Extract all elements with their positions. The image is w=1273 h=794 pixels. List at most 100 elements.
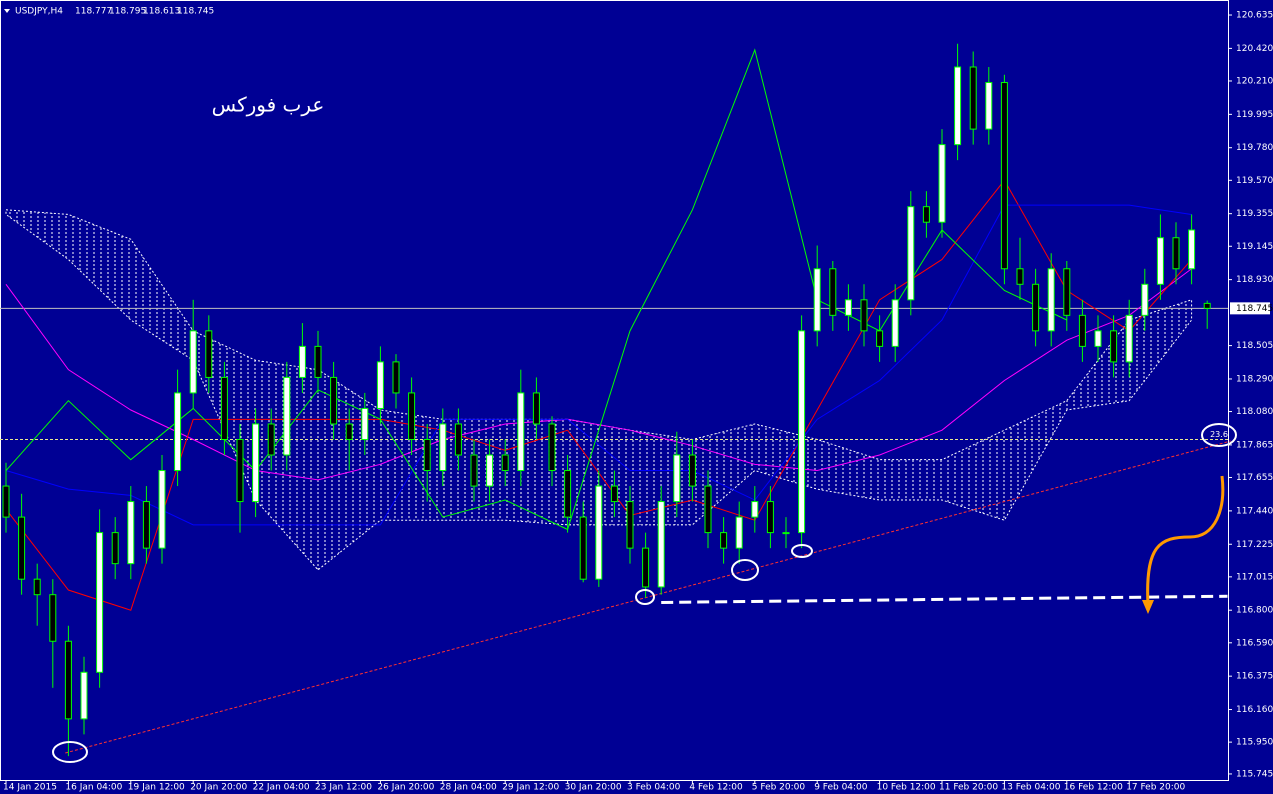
y-tick-label: 119.145 bbox=[1236, 242, 1273, 252]
candle-body bbox=[64, 640, 72, 720]
candle-body bbox=[657, 501, 665, 588]
candle-body bbox=[220, 376, 228, 440]
candle-body bbox=[844, 299, 852, 316]
candle-body bbox=[1172, 237, 1180, 270]
candle-body bbox=[267, 423, 275, 456]
candle-body bbox=[142, 501, 150, 549]
low-circle bbox=[635, 589, 655, 605]
x-tick-label: 26 Jan 20:00 bbox=[377, 783, 434, 793]
candle-body bbox=[345, 423, 353, 440]
candle-body bbox=[423, 438, 431, 472]
candle-body bbox=[829, 268, 837, 316]
candle-body bbox=[969, 66, 977, 130]
candle-body bbox=[252, 423, 260, 503]
candle-body bbox=[891, 299, 899, 347]
candle-body bbox=[2, 485, 10, 518]
candle-body bbox=[376, 361, 384, 409]
x-tick-label: 5 Feb 20:00 bbox=[752, 783, 806, 793]
y-tick-label: 118.505 bbox=[1236, 341, 1273, 351]
candle-body bbox=[954, 66, 962, 146]
x-tick-label: 20 Jan 20:00 bbox=[190, 783, 247, 793]
low-circle bbox=[731, 559, 759, 581]
candle-body bbox=[127, 501, 135, 565]
candle-body bbox=[720, 532, 728, 549]
quote-high: 118.795 bbox=[109, 7, 146, 17]
x-tick-label: 3 Feb 04:00 bbox=[627, 783, 681, 793]
candle-body bbox=[486, 454, 494, 487]
symbol-title: USDJPY,H4 bbox=[15, 7, 63, 17]
y-tick-label: 117.440 bbox=[1236, 506, 1273, 516]
candle-body bbox=[798, 330, 806, 534]
y-tick-label: 118.290 bbox=[1236, 374, 1273, 384]
candle-body bbox=[938, 144, 946, 223]
indicator-line bbox=[5, 48, 1068, 531]
y-tick-label: 119.780 bbox=[1236, 143, 1273, 153]
y-tick-label: 116.800 bbox=[1236, 606, 1273, 616]
candle-body bbox=[673, 454, 681, 503]
forecast-arrowhead bbox=[1142, 600, 1154, 614]
x-tick-label: 13 Feb 04:00 bbox=[1001, 783, 1060, 793]
annotation: عرب فوركس bbox=[212, 93, 325, 117]
last-price-label: 118.745 bbox=[1236, 304, 1273, 314]
x-tick-label: 4 Feb 12:00 bbox=[689, 783, 743, 793]
candle-body bbox=[813, 268, 821, 332]
candle-body bbox=[704, 485, 712, 534]
candle-body bbox=[236, 438, 244, 503]
candle-body bbox=[1203, 302, 1211, 309]
y-tick-label: 120.210 bbox=[1236, 76, 1273, 86]
candle-body bbox=[454, 423, 462, 456]
candle-body bbox=[392, 361, 400, 394]
candle-body bbox=[579, 516, 587, 580]
candle-body bbox=[766, 501, 774, 534]
candle-body bbox=[1094, 330, 1102, 347]
candle-body bbox=[1110, 330, 1118, 363]
candle-body bbox=[922, 206, 930, 223]
x-tick-label: 9 Feb 04:00 bbox=[814, 783, 868, 793]
candle-body bbox=[782, 532, 790, 535]
x-tick-label: 16 Feb 12:00 bbox=[1064, 783, 1123, 793]
quote-open: 118.777 bbox=[75, 7, 112, 17]
candle-body bbox=[158, 470, 166, 549]
candle-body bbox=[408, 392, 416, 440]
indicator-line bbox=[5, 268, 1192, 481]
candle-body bbox=[1188, 229, 1196, 270]
target-circle bbox=[1201, 423, 1237, 447]
y-tick-label: 117.225 bbox=[1236, 540, 1273, 550]
candle-body bbox=[470, 454, 478, 487]
candle-body bbox=[111, 532, 119, 565]
x-tick-label: 10 Feb 12:00 bbox=[877, 783, 936, 793]
ichimoku-cloud bbox=[5, 209, 1193, 571]
candle-body bbox=[735, 516, 743, 549]
candle-body bbox=[1156, 237, 1164, 285]
last-price-box bbox=[1230, 302, 1270, 315]
candle-body bbox=[1032, 283, 1040, 332]
candle-body bbox=[189, 330, 197, 394]
candle-body bbox=[205, 330, 213, 378]
candle-body bbox=[1125, 314, 1133, 363]
candle-body bbox=[610, 485, 618, 503]
y-tick-label: 117.865 bbox=[1236, 440, 1273, 450]
quote-close: 118.745 bbox=[177, 7, 214, 17]
candle-body bbox=[860, 299, 868, 332]
candle-body bbox=[642, 547, 650, 588]
candle-body bbox=[876, 330, 884, 347]
candle-body bbox=[1016, 268, 1024, 285]
candle-body bbox=[361, 407, 369, 440]
x-tick-label: 28 Jan 04:00 bbox=[440, 783, 497, 793]
candle-body bbox=[439, 423, 447, 472]
indicator-line bbox=[5, 204, 1192, 526]
y-tick-label: 115.745 bbox=[1236, 769, 1273, 779]
x-tick-label: 23 Jan 12:00 bbox=[315, 783, 372, 793]
candle-body bbox=[330, 376, 338, 425]
low-circle bbox=[52, 741, 88, 763]
header-arrow bbox=[4, 9, 10, 13]
y-tick-label: 119.995 bbox=[1236, 110, 1273, 120]
candle-body bbox=[595, 485, 603, 580]
candle-body bbox=[174, 392, 182, 472]
y-tick-label: 120.635 bbox=[1236, 11, 1273, 21]
y-tick-label: 118.080 bbox=[1236, 407, 1273, 417]
plot-frame bbox=[0, 0, 1229, 781]
y-tick-label: 117.015 bbox=[1236, 572, 1273, 582]
candle-body bbox=[985, 82, 993, 130]
y-tick-label: 119.355 bbox=[1236, 209, 1273, 219]
